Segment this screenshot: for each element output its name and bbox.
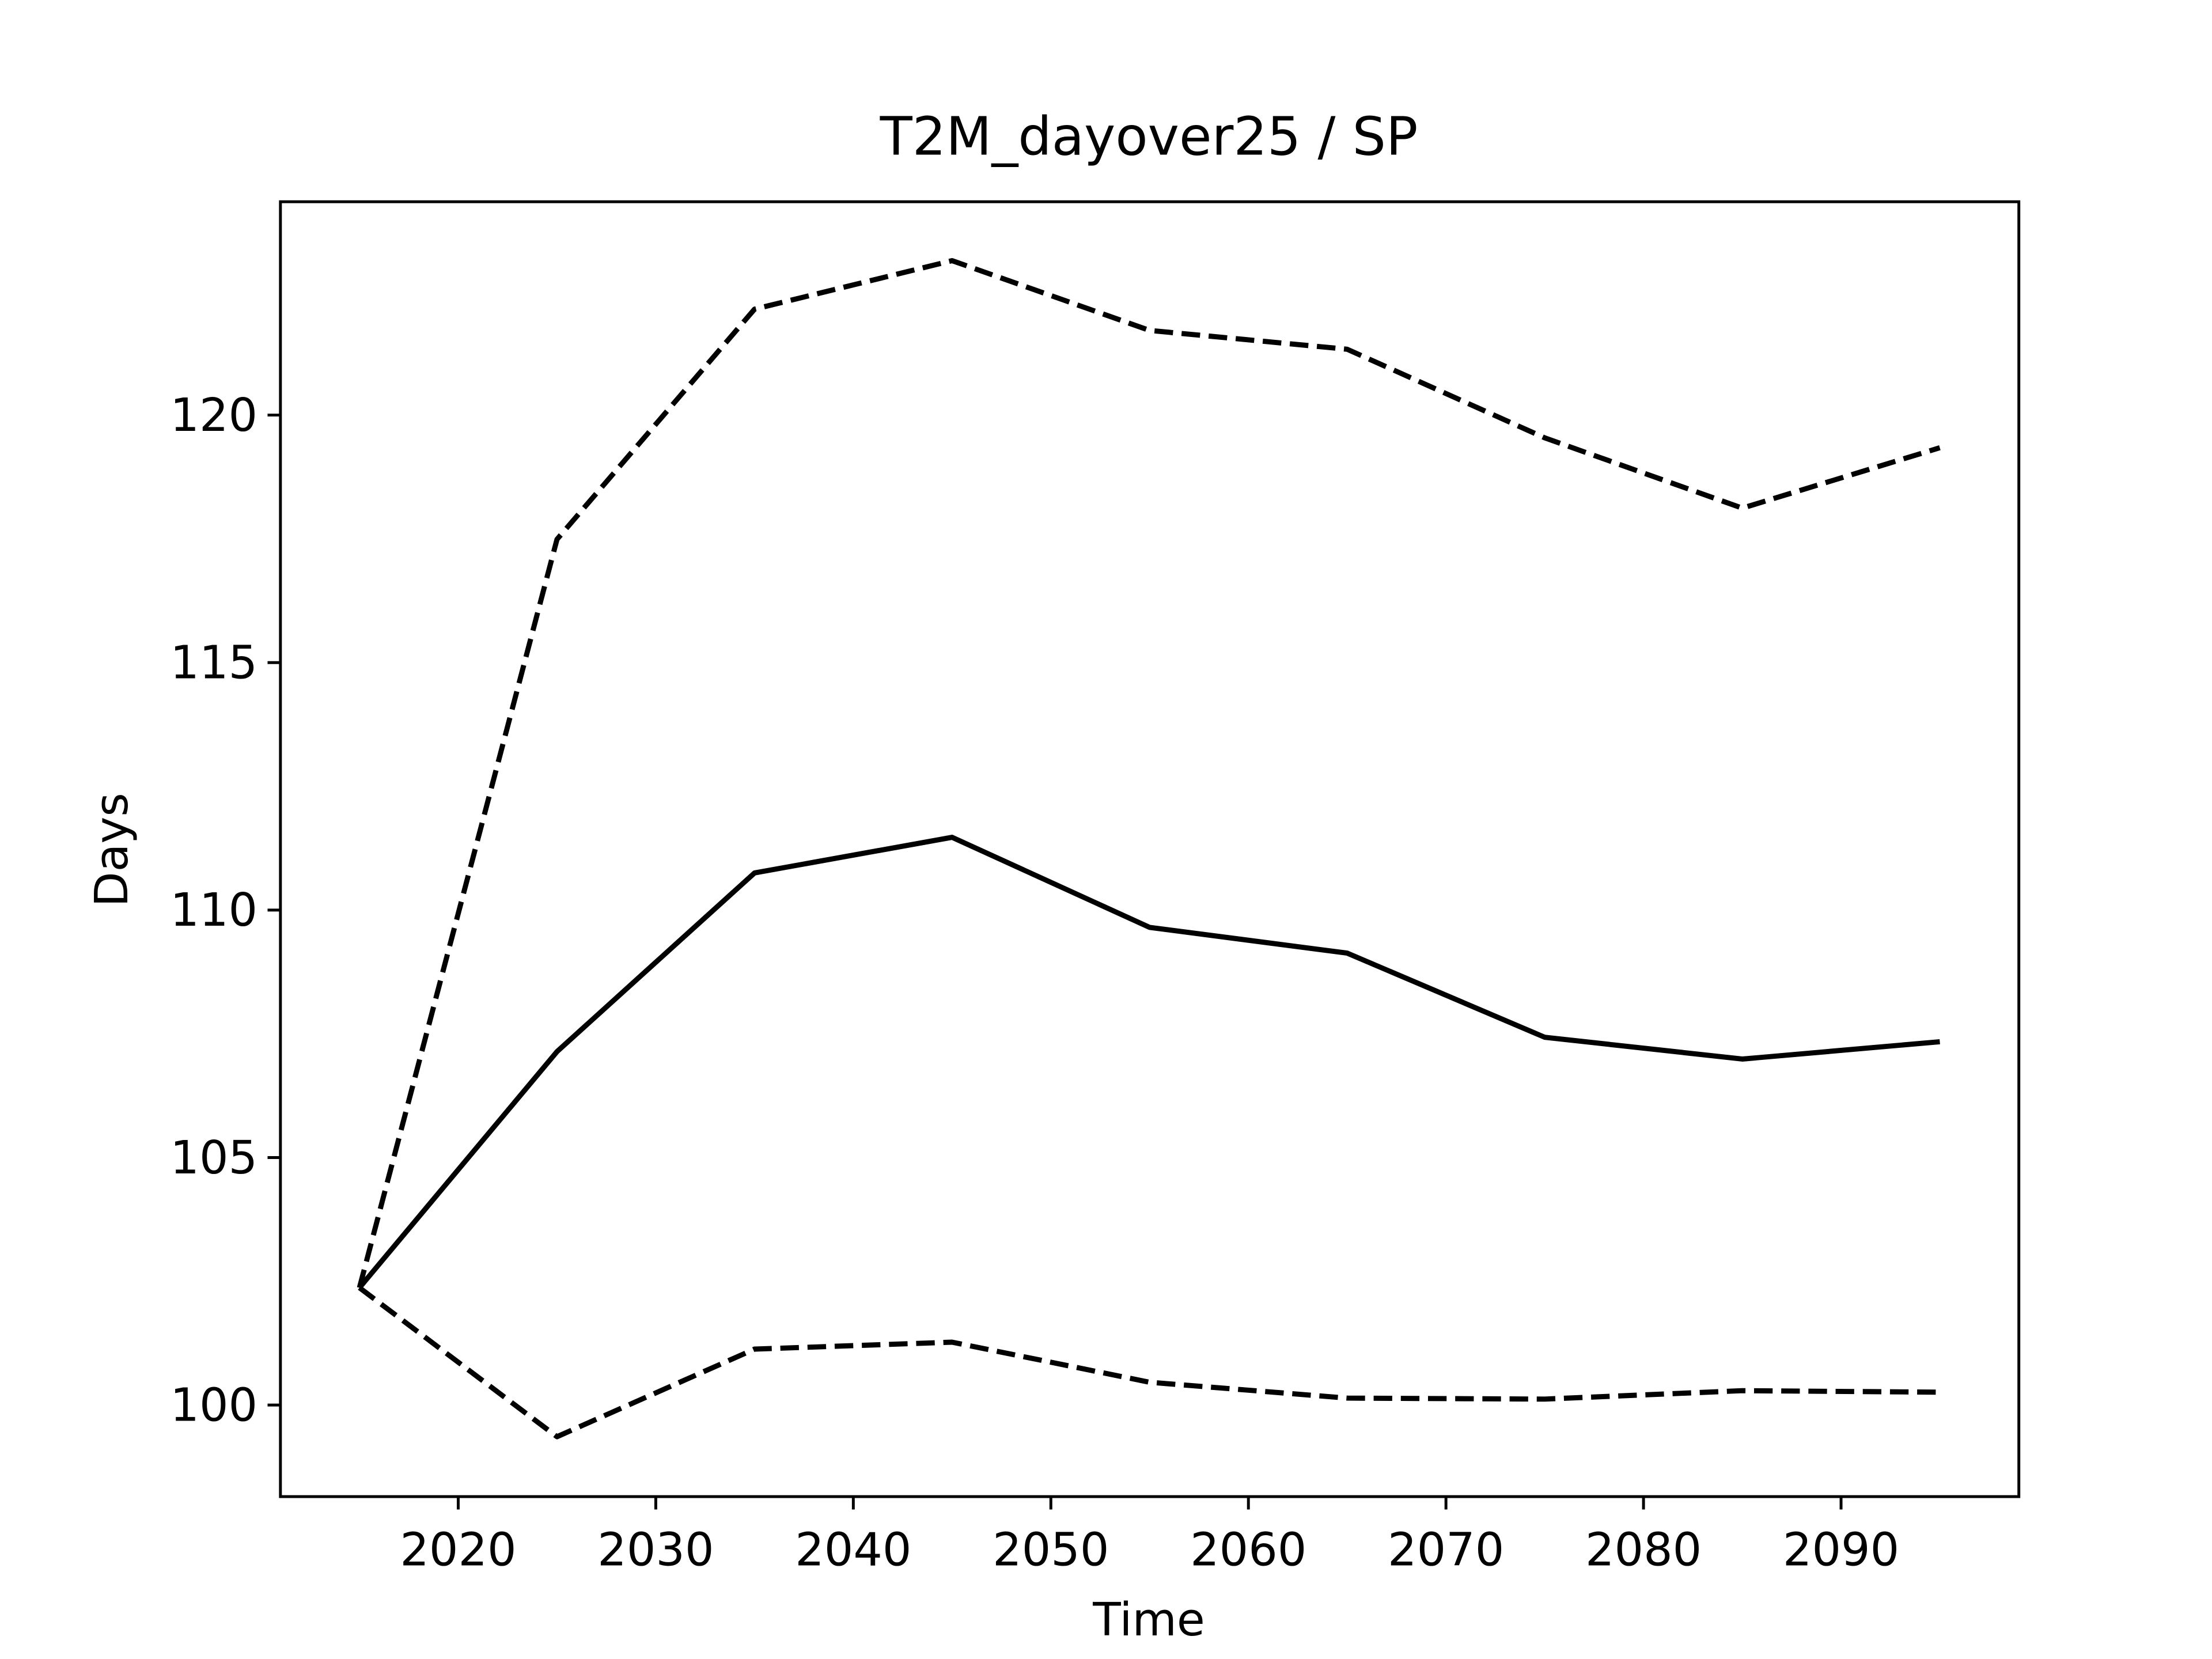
plot-frame: [279, 200, 2021, 1498]
y-tick-label: 100: [170, 1378, 257, 1431]
x-tick-label: 2040: [795, 1522, 911, 1576]
y-tick-label: 110: [170, 883, 257, 937]
y-tick-label: 115: [170, 636, 257, 690]
y-tick-label: 120: [170, 388, 257, 442]
series-line: [357, 258, 1941, 1289]
x-axis-label: Time: [1092, 1593, 1205, 1646]
chart-title: T2M_dayover25 / SP: [880, 105, 1418, 167]
series-line: [358, 1285, 1940, 1440]
y-tick-label: 105: [170, 1131, 257, 1184]
x-tick-label: 2050: [993, 1522, 1109, 1576]
series-line: [357, 835, 1940, 1290]
x-tick-label: 2070: [1388, 1522, 1504, 1576]
y-axis-label: Days: [85, 793, 138, 907]
x-tick-label: 2090: [1783, 1522, 1899, 1576]
x-tick-label: 2060: [1190, 1522, 1306, 1576]
x-tick-label: 2020: [400, 1522, 516, 1576]
x-tick-label: 2080: [1585, 1522, 1702, 1576]
x-tick-label: 2030: [597, 1522, 714, 1576]
